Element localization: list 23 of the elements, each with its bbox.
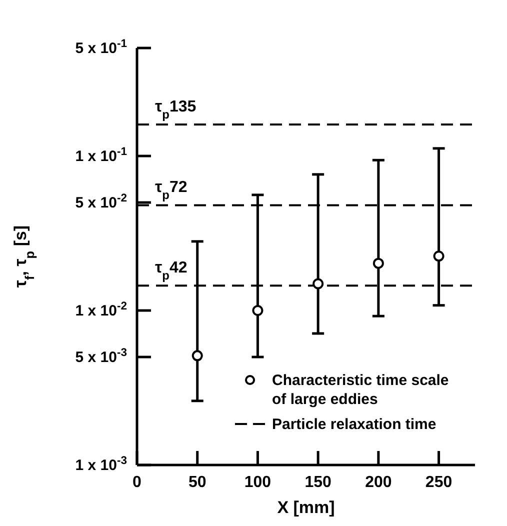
y-tick-label: 1 x 10$^{-1}$: [75, 146, 127, 165]
x-tick-label: 100: [244, 474, 272, 491]
x-tick-label: 0: [132, 474, 142, 491]
ref-line-label: τ$_{p}$135: [155, 98, 196, 122]
y-tick-label: 1 x 10$^{-2}$: [75, 300, 127, 320]
point: [252, 304, 264, 316]
x-tick-label: 200: [365, 474, 392, 491]
y-tick-label: 5 x 10$^{-3}$: [75, 347, 127, 366]
point: [372, 258, 384, 269]
x-tick-label: 50: [188, 474, 206, 491]
annotation: Particle relaxation time: [272, 416, 436, 433]
y-tick-label: 1 x 10$^{-3}$: [75, 455, 127, 474]
x-tick-label: 150: [304, 474, 332, 491]
x-axis-title: X [mm]: [277, 498, 335, 517]
point: [192, 350, 203, 362]
x-tick-label: 250: [425, 474, 452, 491]
point: [312, 278, 324, 290]
y-tick-label: 5 x 10$^{-2}$: [75, 192, 127, 212]
ref-line-label: τ$_{p}$72: [155, 179, 188, 202]
legend-label: Characteristic time scale of large eddies: [272, 372, 449, 408]
y-tick-label: 5 x 10$^{-1}$: [75, 38, 127, 57]
ref-line-label: τ$_{p}$42: [155, 260, 188, 283]
point: [433, 250, 444, 262]
